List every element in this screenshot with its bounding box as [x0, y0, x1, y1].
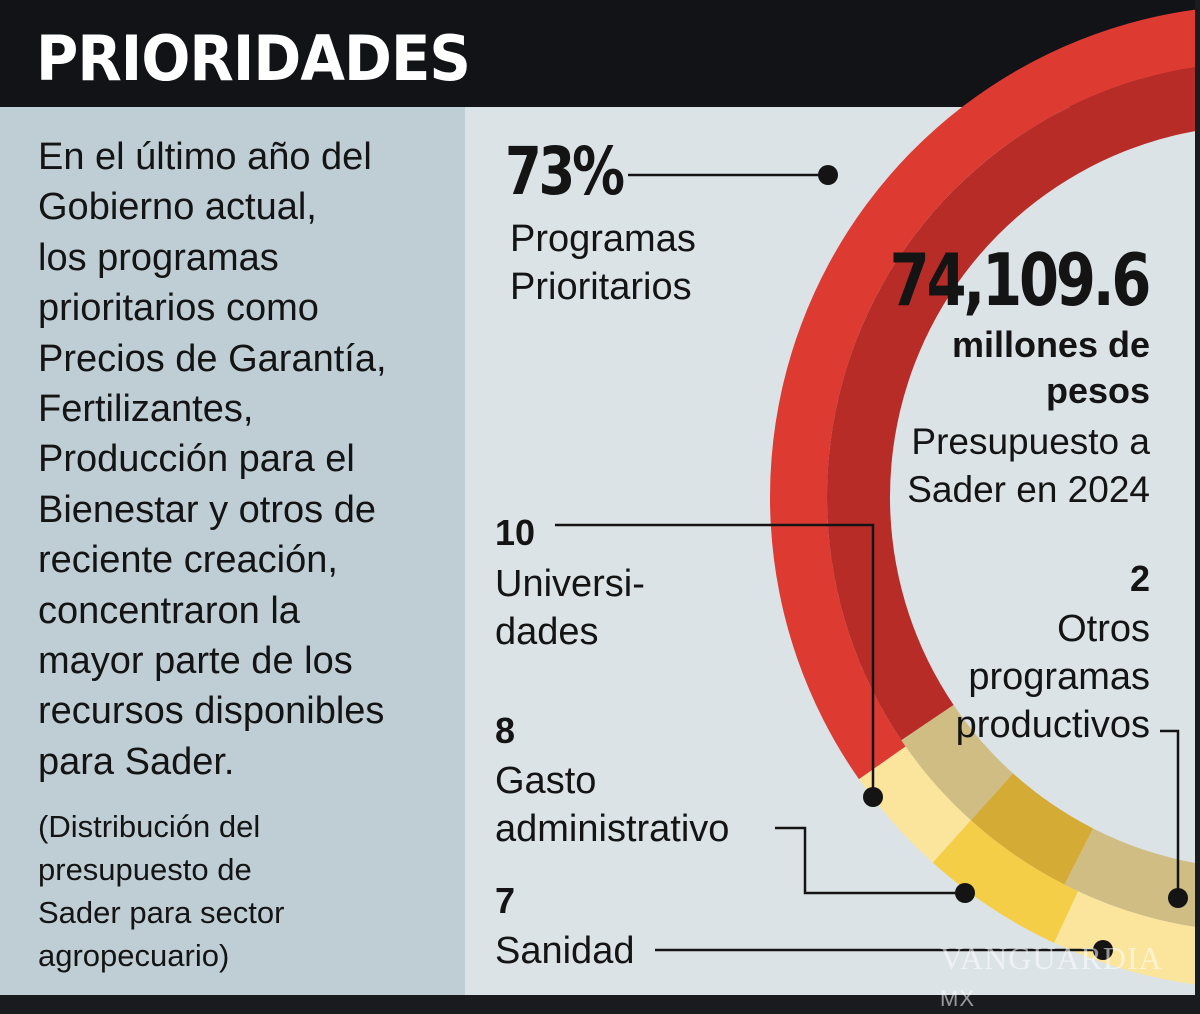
- label-value-gasto: 8: [495, 710, 516, 751]
- label-value-otros: 2: [1129, 558, 1150, 599]
- segment-programas-prioritarios-inner: [827, 67, 1195, 741]
- segment-universidades-inner-b: [1064, 828, 1195, 927]
- label-value-programas: 73%: [505, 133, 625, 210]
- leader-universidades-line: [555, 523, 875, 797]
- segment-universidades-inner-a: [901, 705, 1014, 821]
- segment-sanidad-outer-b: [1054, 891, 1195, 985]
- total-caption: Presupuesto a Sader en 2024: [907, 421, 1150, 510]
- total-unit: millones de pesos: [951, 324, 1150, 411]
- segment-gasto-inner: [970, 773, 1094, 885]
- leader-otros-line: [1160, 729, 1180, 898]
- watermark: VANGUARDIA MX: [940, 940, 1163, 1011]
- leader-gasto-line: [775, 826, 965, 895]
- label-name-sanidad: Sanidad: [495, 930, 635, 972]
- leader-programas-dot: [818, 165, 838, 185]
- segment-sanidad-outer-a: [858, 746, 971, 863]
- segment-programas-prioritarios-outer: [770, 9, 1195, 780]
- leader-otros-dot: [1168, 888, 1188, 908]
- label-name-universidades: Universi- dades: [495, 563, 645, 653]
- label-value-sanidad: 7: [495, 880, 516, 921]
- intro-text: En el último año del Gobierno actual, lo…: [38, 136, 387, 783]
- page-title: PRIORIDADES: [36, 22, 471, 95]
- leader-universidades-dot: [863, 787, 883, 807]
- label-name-programas: Programas Prioritarios: [510, 218, 696, 308]
- label-name-otros: Otros programas productivos: [955, 608, 1150, 746]
- leader-sanidad-dot: [1093, 940, 1113, 960]
- total-value: 74,109.6: [889, 238, 1151, 322]
- segment-gasto-outer: [932, 820, 1079, 943]
- note-text: (Distribución del presupuesto de Sader p…: [38, 809, 285, 973]
- left-panel: [0, 107, 465, 995]
- label-value-universidades: 10: [495, 512, 536, 553]
- label-name-gasto: Gasto administrativo: [495, 760, 730, 850]
- leader-gasto-dot: [955, 883, 975, 903]
